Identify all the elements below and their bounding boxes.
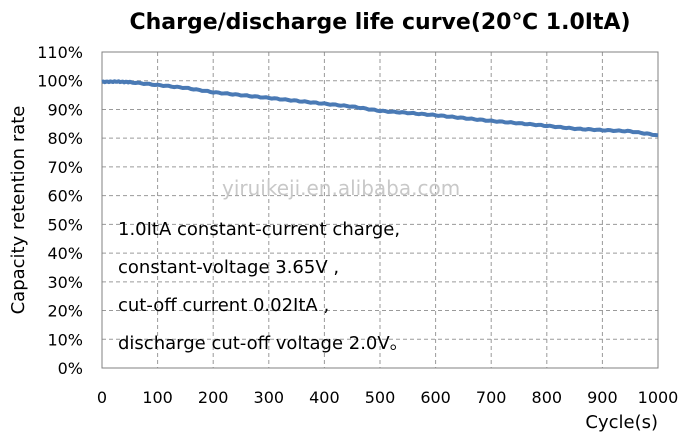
x-tick-label: 300	[254, 388, 285, 407]
annotation-line: discharge cut-off voltage 2.0V。	[118, 333, 408, 354]
watermark: yiruikeji.en.alibaba.com	[222, 176, 460, 200]
y-tick-label: 100%	[37, 72, 83, 91]
y-tick-label: 20%	[47, 302, 83, 321]
x-tick-label: 800	[532, 388, 563, 407]
x-tick-label: 600	[420, 388, 451, 407]
y-tick-label: 80%	[47, 129, 83, 148]
x-tick-label: 1000	[638, 388, 679, 407]
y-tick-label: 70%	[47, 158, 83, 177]
y-tick-label: 0%	[58, 359, 83, 378]
y-tick-label: 40%	[47, 244, 83, 263]
x-tick-label: 700	[476, 388, 507, 407]
x-tick-label: 500	[365, 388, 396, 407]
x-tick-label: 0	[97, 388, 107, 407]
y-tick-label: 60%	[47, 187, 83, 206]
y-tick-label: 110%	[37, 43, 83, 62]
plot-frame	[101, 51, 659, 369]
annotation-line: constant-voltage 3.65V ,	[118, 257, 339, 278]
annotation: 1.0ItA constant-current charge, constant-…	[118, 219, 408, 354]
annotation-line: cut-off current 0.02ItA ,	[118, 295, 329, 316]
annotation-line: 1.0ItA constant-current charge,	[118, 219, 400, 240]
x-axis-ticks: 0 100 200 300 400 500 600 700 800 900 1000	[97, 388, 678, 407]
grid	[102, 51, 659, 368]
y-axis-ticks: 0% 10% 20% 30% 40% 50% 60% 70% 80% 90% 100% 110%	[37, 43, 83, 378]
y-axis-label: Capacity retention rate	[8, 106, 29, 315]
y-tick-label: 90%	[47, 100, 83, 119]
y-tick-label: 10%	[47, 330, 83, 349]
chart-title: Charge/discharge life curve(20℃ 1.0ItA)	[129, 10, 630, 35]
series-line	[101, 79, 659, 138]
y-tick-label: 50%	[47, 215, 83, 234]
x-tick-label: 200	[198, 388, 229, 407]
y-tick-label: 30%	[47, 273, 83, 292]
x-tick-label: 400	[309, 388, 340, 407]
x-tick-label: 100	[142, 388, 173, 407]
x-axis-label: Cycle(s)	[585, 412, 658, 433]
x-tick-label: 900	[587, 388, 618, 407]
